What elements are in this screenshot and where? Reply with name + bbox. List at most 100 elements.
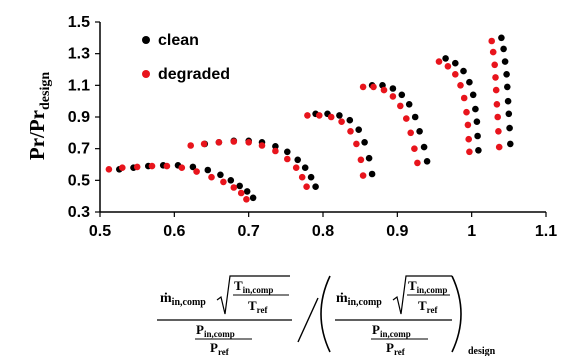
data-point-degraded (389, 93, 397, 100)
data-point-clean (249, 194, 257, 202)
data-point-clean (389, 85, 397, 92)
data-point-clean (473, 118, 481, 125)
data-point-degraded (357, 156, 365, 164)
formula-p-den-sub-2: ref (394, 347, 406, 356)
data-point-clean (355, 126, 363, 133)
data-point-clean (460, 67, 467, 75)
formula-division-slash (297, 297, 319, 343)
x-axis-label-formula: ṁin,comp Tin,comp Tref Pin,comp Pref ṁin… (157, 275, 496, 356)
formula-p-den-2: P (386, 340, 394, 355)
formula-p-num-sub-2: in,comp (380, 329, 411, 339)
formula-t-num-sub: in,comp (243, 285, 274, 295)
data-point-clean (217, 171, 224, 179)
formula-p-num-sub: in,comp (204, 329, 235, 339)
formula-right-paren (451, 275, 462, 353)
y-tick-label: 1.1 (68, 77, 90, 94)
formula-mdot-sub: in,comp (172, 297, 207, 308)
data-point-degraded (414, 159, 421, 167)
formula-mdot-2: ṁ (336, 291, 348, 306)
data-point-clean (405, 101, 413, 108)
data-point-degraded (403, 115, 410, 122)
data-point-degraded (460, 94, 468, 102)
legend-label-clean: clean (158, 32, 199, 49)
data-point-degraded (466, 148, 473, 156)
data-point-clean (243, 188, 251, 195)
data-point-degraded (258, 142, 266, 149)
compressor-map-chart: Pr/Prdesign 0.5 0.6 0.7 0.8 0.9 1 1.1 0.3 0.5 0.7… (25, 14, 557, 240)
data-point-degraded (215, 139, 223, 146)
data-point-clean (227, 177, 235, 184)
data-point-clean (507, 140, 514, 148)
data-point-clean (284, 148, 291, 156)
y-tick-label: 0.7 (68, 141, 90, 158)
data-point-degraded (411, 145, 418, 152)
svg-text:Tref: Tref (418, 298, 438, 315)
svg-text:Pin,comp: Pin,comp (372, 322, 411, 339)
data-point-degraded (494, 113, 502, 121)
data-point-degraded (245, 139, 252, 146)
svg-text:Tin,comp: Tin,comp (408, 278, 447, 295)
data-point-clean (452, 59, 459, 67)
x-tick-label: 0.9 (386, 223, 408, 240)
data-point-clean (307, 173, 315, 181)
data-point-clean (504, 97, 512, 105)
svg-text:Pin,comp: Pin,comp (196, 322, 235, 339)
data-point-clean (500, 45, 507, 53)
data-point-degraded (230, 184, 238, 191)
x-tick-label: 0.7 (238, 223, 260, 240)
data-point-degraded (303, 183, 310, 190)
data-point-clean (504, 83, 511, 91)
svg-text:ṁin,comp: ṁin,comp (336, 291, 382, 308)
formula-sqrt-sign-2 (392, 275, 452, 315)
x-tick-label: 0.8 (312, 223, 334, 240)
formula-t-den-sub: ref (257, 305, 269, 315)
formula-left-paren (320, 275, 331, 353)
data-point-degraded (304, 112, 311, 119)
data-point-degraded (284, 155, 291, 163)
x-tick-label: 1 (467, 223, 476, 240)
data-point-degraded (243, 196, 250, 203)
y-tick-label: 1.5 (68, 14, 90, 31)
data-point-degraded (163, 162, 171, 170)
formula-p-den: P (210, 340, 218, 355)
data-point-clean (505, 110, 513, 118)
data-point-degraded (200, 140, 208, 148)
svg-text:Pr/Prdesign: Pr/Prdesign (25, 72, 53, 160)
legend-marker-degraded (142, 70, 150, 78)
data-point-degraded (353, 140, 360, 148)
series-clean (116, 34, 514, 202)
formula-sqrt-sign (216, 275, 290, 315)
y-tick-label: 1.3 (68, 46, 90, 63)
data-point-clean (420, 143, 428, 151)
data-point-clean (236, 182, 243, 190)
svg-text:Pref: Pref (386, 340, 406, 356)
formula-t-den-2: T (418, 298, 427, 313)
formula-mdot-sub-2: in,comp (348, 297, 383, 308)
data-point-degraded (407, 129, 415, 137)
svg-text:Tref: Tref (248, 298, 268, 315)
data-point-degraded (491, 61, 499, 69)
data-point-clean (474, 132, 481, 140)
formula-t-den-sub-2: ref (427, 305, 439, 315)
svg-text:Tin,comp: Tin,comp (234, 278, 273, 295)
y-tick-label: 0.5 (68, 172, 90, 189)
data-point-degraded (347, 128, 354, 135)
formula-p-num: P (196, 322, 204, 337)
data-point-clean (294, 156, 302, 164)
formula-t-num-sub-2: in,comp (417, 285, 448, 295)
data-point-degraded (493, 101, 501, 108)
data-point-degraded (119, 164, 126, 171)
data-point-degraded (193, 168, 200, 175)
x-tick-label: 0.6 (163, 223, 185, 240)
data-point-degraded (148, 162, 156, 170)
data-point-degraded (230, 138, 238, 145)
data-point-clean (361, 139, 368, 146)
svg-text:Pref: Pref (210, 340, 230, 356)
data-point-degraded (298, 173, 306, 181)
x-tick-label: 0.5 (89, 223, 111, 240)
data-point-degraded (489, 48, 497, 56)
data-point-clean (501, 58, 509, 65)
data-point-clean (346, 116, 354, 124)
data-point-clean (503, 71, 510, 78)
data-point-degraded (463, 108, 470, 116)
